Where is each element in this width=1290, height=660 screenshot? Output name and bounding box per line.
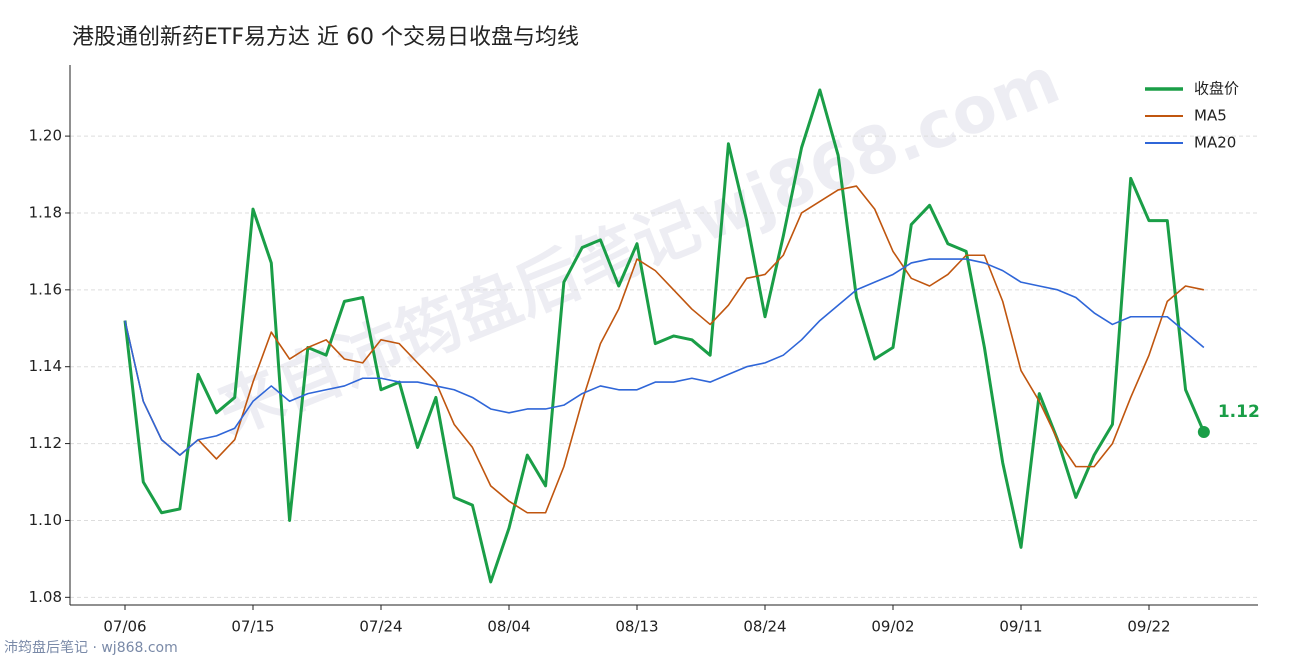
x-tick-label: 07/06 <box>103 618 146 636</box>
footer: 沛筠盘后笔记 · wj868.com <box>4 639 178 656</box>
x-tick-label: 07/15 <box>231 618 274 636</box>
line-series <box>124 185 1205 514</box>
line-series <box>123 88 1206 584</box>
legend-label: MA5 <box>1194 107 1227 125</box>
y-tick-label: 1.18 <box>29 203 62 221</box>
y-tick-label: 1.08 <box>29 588 62 606</box>
line-series <box>124 258 1205 456</box>
last-point <box>1197 426 1210 439</box>
y-tick-label: 1.16 <box>29 280 62 298</box>
y-tick-label: 1.12 <box>29 434 62 452</box>
x-tick-label: 08/24 <box>743 618 786 636</box>
x-tick-label: 08/13 <box>615 618 658 636</box>
x-tick-label: 08/04 <box>487 618 530 636</box>
legend-label: MA20 <box>1194 134 1236 152</box>
y-tick-label: 1.20 <box>29 127 62 145</box>
x-tick-label: 07/24 <box>359 618 402 636</box>
y-tick-label: 1.14 <box>29 357 62 375</box>
value-label: 1.12 <box>1218 402 1260 422</box>
x-tick-label: 09/11 <box>999 618 1042 636</box>
chart-title: 港股通创新药ETF易方达 近 60 个交易日收盘与均线 <box>72 25 579 50</box>
legend-label: 收盘价 <box>1194 80 1239 98</box>
y-tick-label: 1.10 <box>29 511 62 529</box>
x-tick-label: 09/02 <box>871 618 914 636</box>
x-tick-label: 09/22 <box>1127 618 1170 636</box>
